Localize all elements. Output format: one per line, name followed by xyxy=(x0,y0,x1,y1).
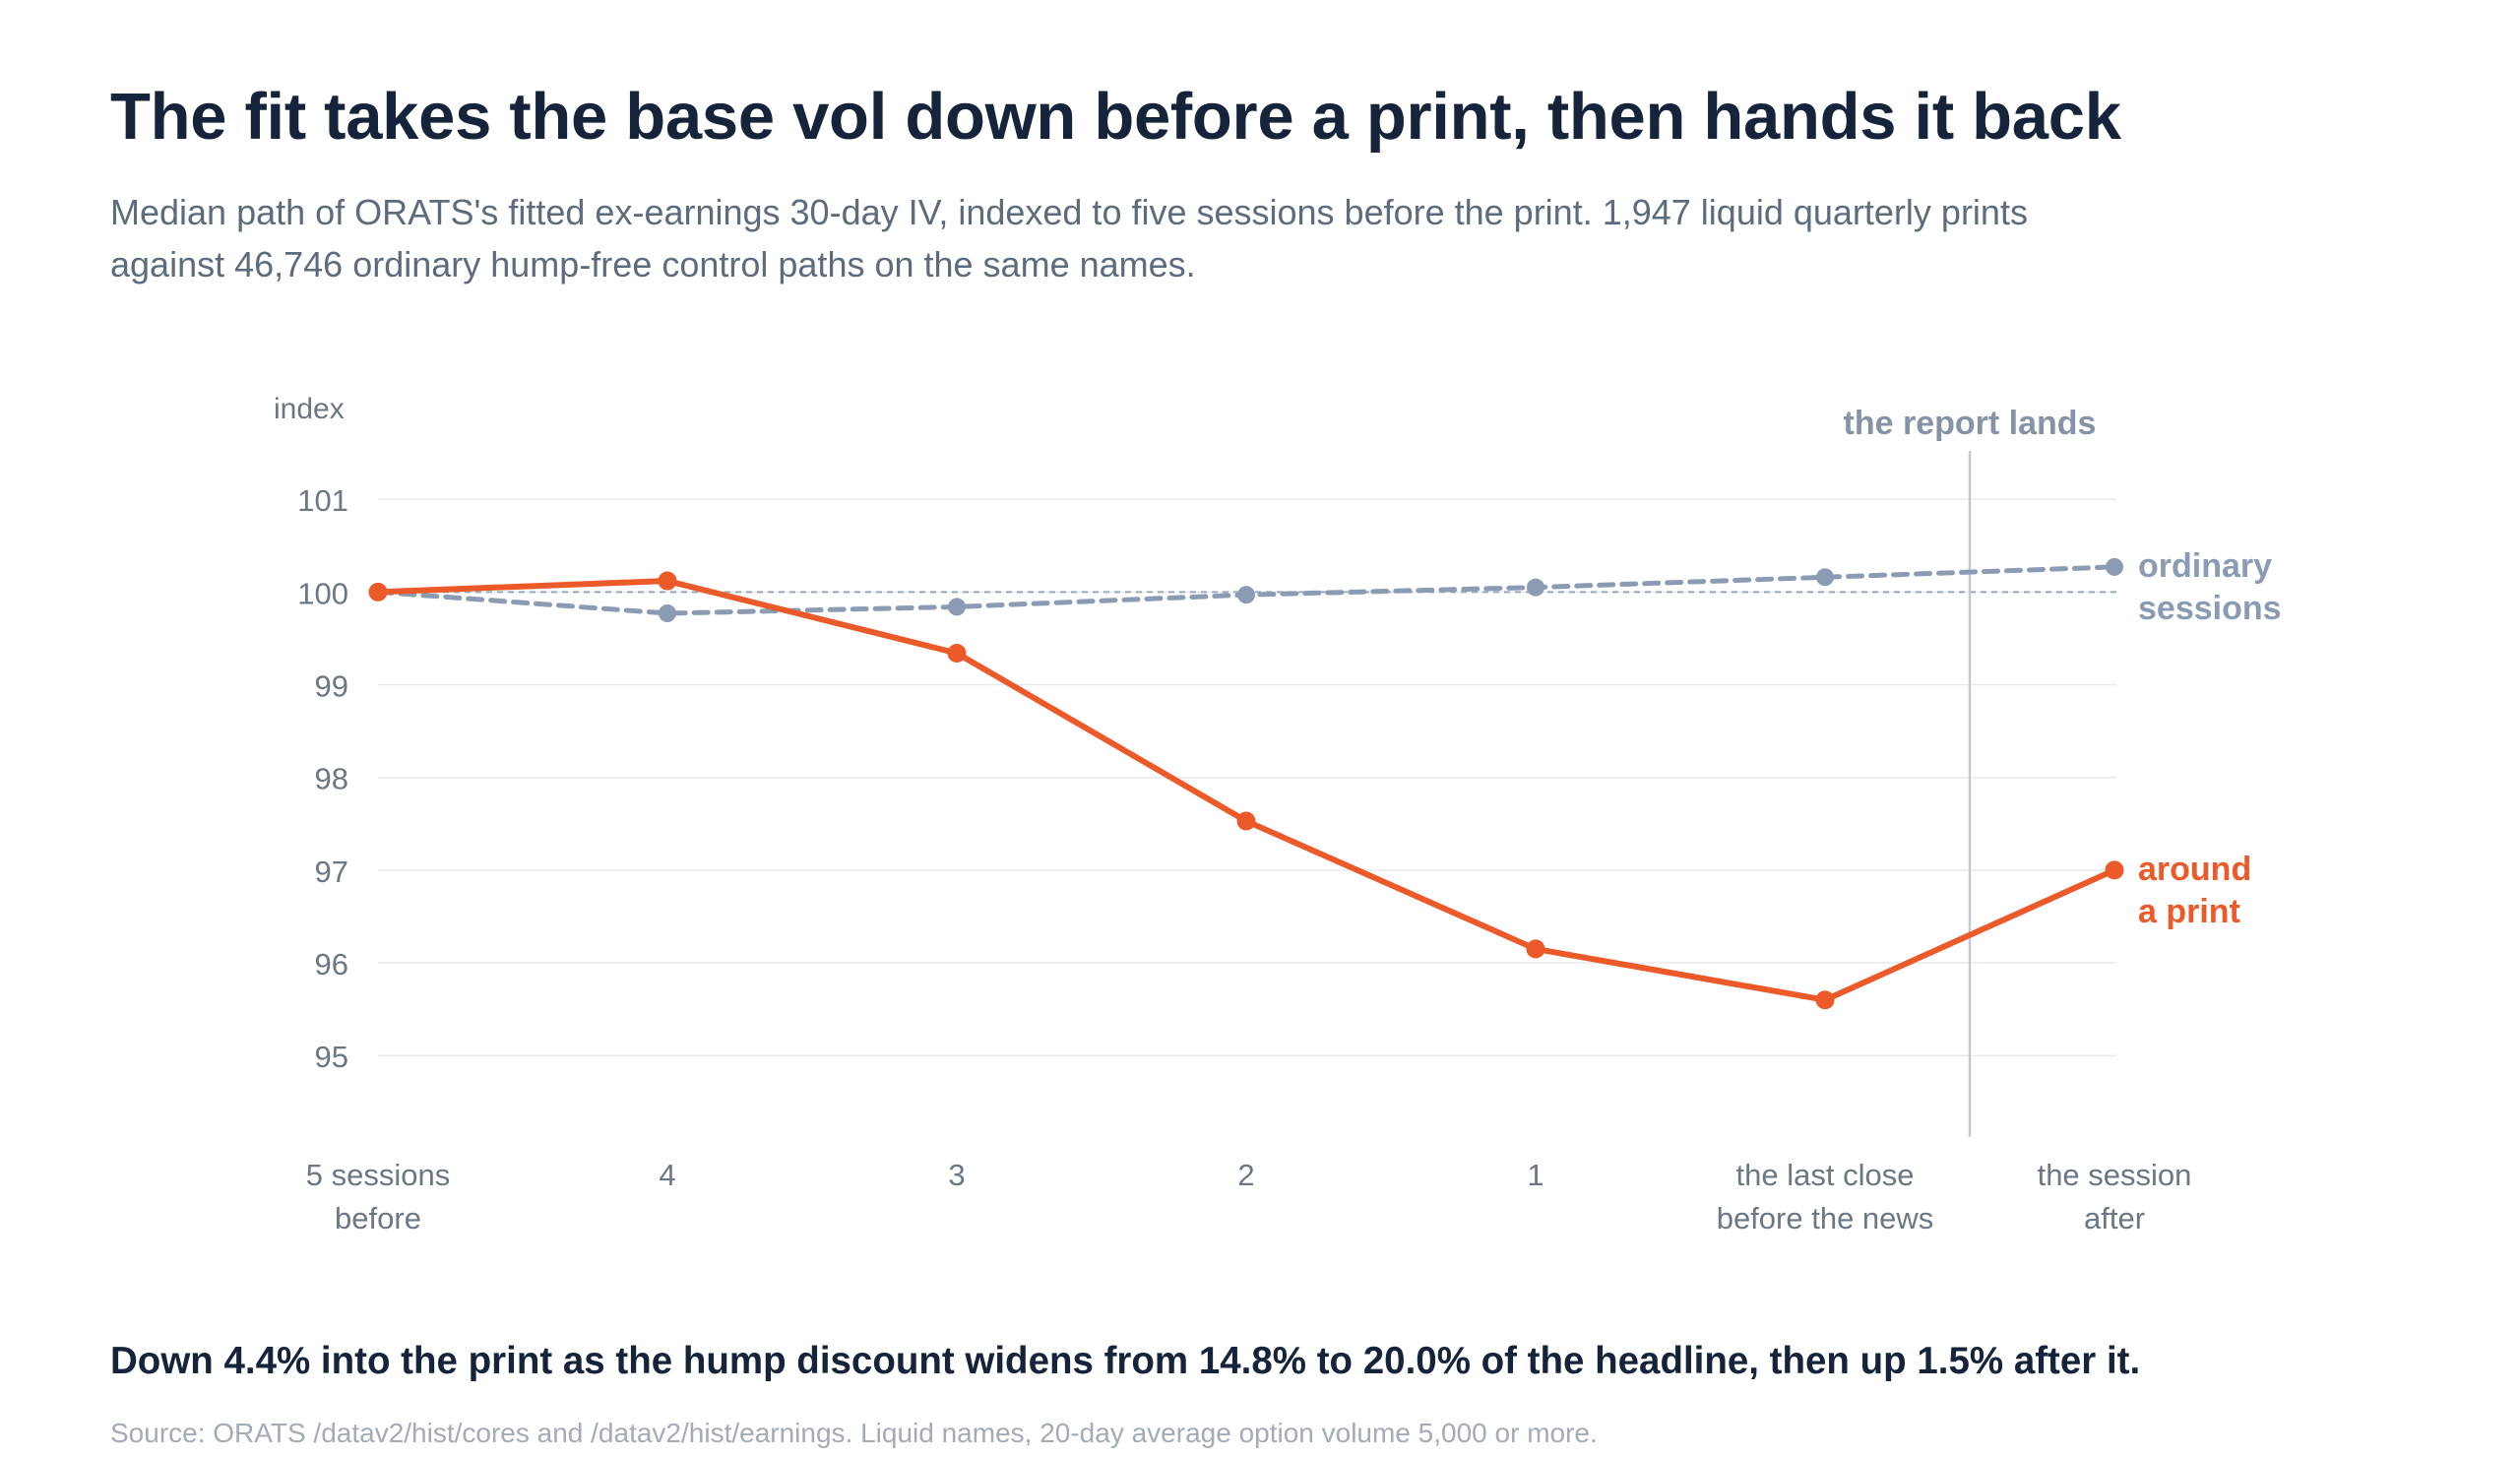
x-tick-label: the session after xyxy=(2038,1158,2192,1235)
y-tick-label: 98 xyxy=(315,762,348,796)
series-label-print: around a print xyxy=(2138,851,2251,930)
data-point-print xyxy=(658,571,677,591)
y-tick-label: 101 xyxy=(297,483,348,518)
data-point-ordinary xyxy=(948,598,966,616)
x-tick-label: the last close before the news xyxy=(1717,1158,1934,1235)
y-axis-label: index xyxy=(274,393,345,425)
x-tick-label: 1 xyxy=(1527,1158,1544,1192)
data-point-ordinary xyxy=(659,604,676,623)
line-chart: 95 96 97 98 99 100 101 index the report lands 5 s… xyxy=(274,393,2282,1235)
data-point-print xyxy=(1236,811,1256,831)
chart-subtitle: Median path of ORATS's fitted ex-earning… xyxy=(110,192,2028,285)
data-point-ordinary xyxy=(1527,578,1544,597)
y-tick-label: 99 xyxy=(315,669,348,704)
data-point-ordinary xyxy=(2106,557,2123,576)
y-tick-label: 95 xyxy=(315,1040,348,1074)
data-point-print xyxy=(1815,990,1835,1010)
data-point-print xyxy=(2105,860,2124,880)
data-point-ordinary xyxy=(1237,586,1255,604)
y-tick-label: 96 xyxy=(315,947,348,982)
x-tick-label: 2 xyxy=(1237,1158,1254,1192)
data-point-print xyxy=(1526,939,1545,959)
series-line-print xyxy=(375,578,2117,1003)
data-point-ordinary xyxy=(1816,568,1834,587)
event-marker-label: the report lands xyxy=(1844,405,2097,442)
chart-takeaway: Down 4.4% into the print as the hump dis… xyxy=(110,1340,2141,1382)
x-tick-label: 3 xyxy=(948,1158,965,1192)
series-label-ordinary: ordinary sessions xyxy=(2138,547,2282,627)
y-tick-label: 100 xyxy=(297,576,348,610)
x-tick-label: 4 xyxy=(659,1158,675,1192)
data-point-print xyxy=(368,582,388,602)
x-tick-label: 5 sessions before xyxy=(306,1158,450,1235)
chart-title: The fit takes the base vol down before a… xyxy=(110,80,2121,154)
data-point-print xyxy=(947,644,967,664)
source-note: Source: ORATS /datav2/hist/cores and /da… xyxy=(110,1418,1598,1448)
y-tick-label: 97 xyxy=(315,855,348,889)
